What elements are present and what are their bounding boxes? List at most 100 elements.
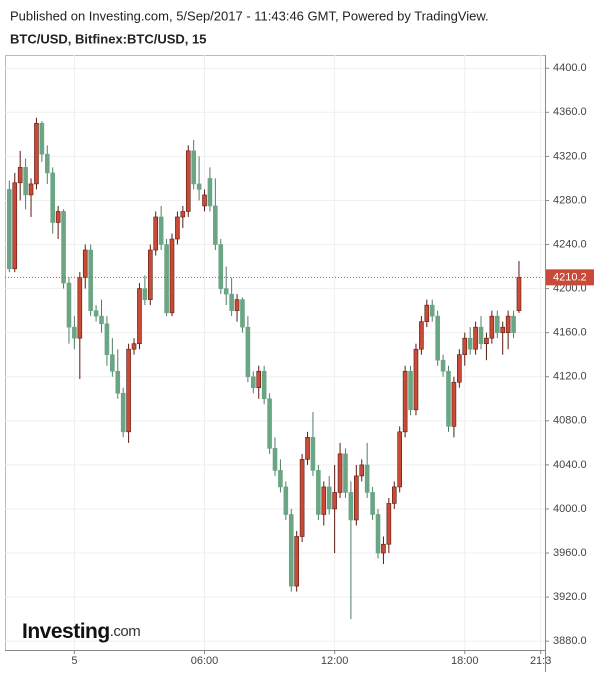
candle-body: [484, 337, 489, 344]
y-tick-label: 4120.0: [553, 371, 587, 383]
candle-body: [126, 348, 131, 433]
candle-body: [245, 326, 251, 378]
candle-body: [359, 464, 365, 477]
grid: [5, 55, 545, 650]
logo: Investing.com: [22, 620, 140, 643]
candle-body: [440, 359, 446, 372]
candle-body: [153, 216, 159, 251]
candle-body: [93, 310, 99, 317]
candle-body: [494, 315, 500, 333]
candle-body: [381, 543, 386, 554]
y-tick-label: 3960.0: [553, 547, 587, 559]
candle-body: [375, 514, 381, 554]
candle-body: [467, 337, 473, 350]
candle-body: [7, 189, 12, 270]
candle-body: [164, 244, 169, 314]
candle-body: [348, 492, 354, 521]
candle-body: [142, 288, 148, 300]
candle-body: [408, 370, 413, 411]
x-tick-label: 21:3: [530, 655, 551, 667]
candle-body: [77, 277, 83, 339]
candle-body: [337, 453, 343, 493]
candle-body: [28, 183, 34, 196]
y-tick-label: 3920.0: [553, 591, 587, 603]
candle-body: [66, 282, 72, 328]
y-tick-label: 4280.0: [553, 194, 587, 206]
candle-body: [61, 211, 66, 284]
candle-body: [283, 486, 289, 515]
candle-body: [435, 315, 440, 361]
candle-body: [429, 304, 435, 317]
candle-body: [386, 503, 392, 545]
candle-body: [500, 326, 506, 333]
y-tick-label: 4240.0: [553, 238, 587, 250]
candle-body: [17, 167, 23, 184]
candle-body: [213, 205, 218, 245]
candle-body: [397, 431, 402, 488]
candle-body: [413, 348, 419, 411]
candle-body: [278, 470, 283, 488]
candle-body: [424, 304, 430, 322]
candle-body: [326, 486, 332, 510]
candle-body: [316, 470, 321, 515]
candle-body: [82, 249, 88, 278]
candle-body: [299, 459, 305, 537]
candle-body: [229, 293, 234, 311]
x-tick-label: 18:00: [451, 655, 479, 667]
candle-body: [267, 398, 272, 449]
last-price-label: 4210.2: [553, 271, 587, 283]
candle-body: [44, 153, 50, 174]
candle-body: [402, 370, 408, 433]
candle-body: [305, 437, 310, 460]
candle-body: [191, 150, 196, 185]
candle-body: [478, 326, 484, 344]
candle-body: [110, 354, 115, 372]
candle-body: [158, 216, 164, 245]
candle-body: [451, 381, 457, 427]
last-price-tag: [546, 269, 594, 286]
y-tick-label: 4000.0: [553, 503, 587, 515]
candle-body: [169, 238, 175, 314]
candle-body: [251, 376, 256, 389]
candle-body: [473, 326, 478, 350]
y-tick-label: 4320.0: [553, 150, 587, 162]
candle-body: [185, 150, 191, 212]
candle-body: [207, 178, 213, 207]
candle-body: [370, 492, 375, 515]
candle-body: [175, 216, 180, 240]
candle-body: [55, 211, 61, 223]
candle-body: [354, 475, 359, 521]
candle-body: [489, 315, 495, 339]
candle-body: [88, 249, 93, 311]
candle-body: [202, 194, 207, 207]
y-tick-label: 4080.0: [553, 415, 587, 427]
x-tick-label: 06:00: [191, 655, 219, 667]
candle-body: [148, 249, 153, 300]
x-tick-label: 12:00: [321, 655, 349, 667]
candle-body: [511, 315, 516, 333]
candle-body: [462, 337, 468, 356]
candle-body: [39, 123, 45, 155]
candle-body: [332, 492, 337, 510]
candle-body: [223, 288, 229, 295]
candles: [7, 117, 522, 620]
candle-body: [50, 172, 56, 223]
y-tick-label: 4160.0: [553, 327, 587, 339]
y-tick-label: 4400.0: [553, 62, 587, 74]
chart-title: BTC/USD, Bitfinex:BTC/USD, 15: [10, 31, 206, 46]
candle-body: [457, 354, 462, 383]
logo-suffix: .com: [110, 623, 141, 640]
candle-body: [419, 321, 424, 350]
candle-body: [115, 370, 121, 394]
candle-body: [294, 536, 299, 587]
candle-body: [72, 326, 77, 339]
header: Published on Investing.com, 5/Sep/2017 -…: [10, 8, 489, 23]
candle-body: [99, 315, 104, 325]
candle-body: [446, 370, 451, 427]
candle-body: [321, 486, 327, 515]
logo-name: Investing: [22, 620, 110, 643]
candle-body: [240, 299, 245, 328]
candle-body: [505, 315, 511, 333]
candle-body: [104, 323, 110, 356]
